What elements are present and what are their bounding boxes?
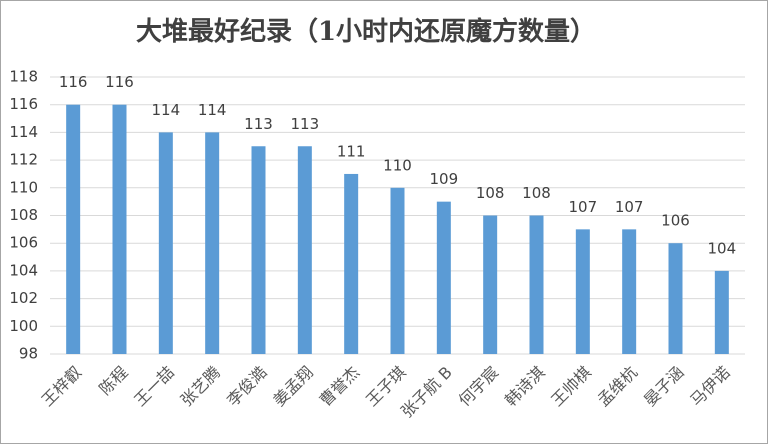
value-label: 108	[522, 184, 551, 202]
value-label: 116	[105, 73, 134, 91]
y-tick-label: 102	[9, 289, 38, 307]
value-label: 106	[661, 212, 690, 230]
value-label: 113	[291, 115, 320, 133]
bar	[622, 229, 637, 354]
chart-title: 大堆最好纪录（1小时内还原魔方数量）	[136, 16, 596, 47]
bar	[436, 201, 451, 354]
bar	[112, 104, 127, 354]
bar	[344, 173, 359, 354]
y-tick-label: 104	[9, 261, 38, 279]
value-label: 114	[198, 101, 227, 119]
value-label: 108	[476, 184, 505, 202]
value-label: 107	[569, 198, 598, 216]
bar	[158, 132, 173, 354]
y-tick-label: 114	[9, 123, 38, 141]
value-label: 111	[337, 142, 366, 160]
value-label: 114	[152, 101, 181, 119]
bar	[297, 146, 312, 354]
bar	[529, 215, 544, 354]
value-label: 104	[708, 239, 737, 257]
value-label: 116	[59, 73, 88, 91]
value-label: 107	[615, 198, 644, 216]
value-label: 113	[244, 115, 273, 133]
bar	[714, 270, 729, 354]
value-label: 110	[383, 156, 412, 174]
bar	[483, 215, 498, 354]
bar	[205, 132, 220, 354]
y-tick-label: 98	[19, 345, 38, 363]
bar	[390, 187, 405, 354]
bar	[66, 104, 81, 354]
y-tick-label: 108	[9, 206, 38, 224]
y-tick-label: 110	[9, 178, 38, 196]
y-tick-label: 118	[9, 68, 38, 86]
bar	[668, 243, 683, 354]
bar	[251, 146, 266, 354]
y-tick-label: 116	[9, 95, 38, 113]
bar	[575, 229, 590, 354]
value-label: 109	[430, 170, 459, 188]
y-tick-label: 112	[9, 151, 38, 169]
y-tick-label: 100	[9, 317, 38, 335]
y-tick-label: 106	[9, 234, 38, 252]
